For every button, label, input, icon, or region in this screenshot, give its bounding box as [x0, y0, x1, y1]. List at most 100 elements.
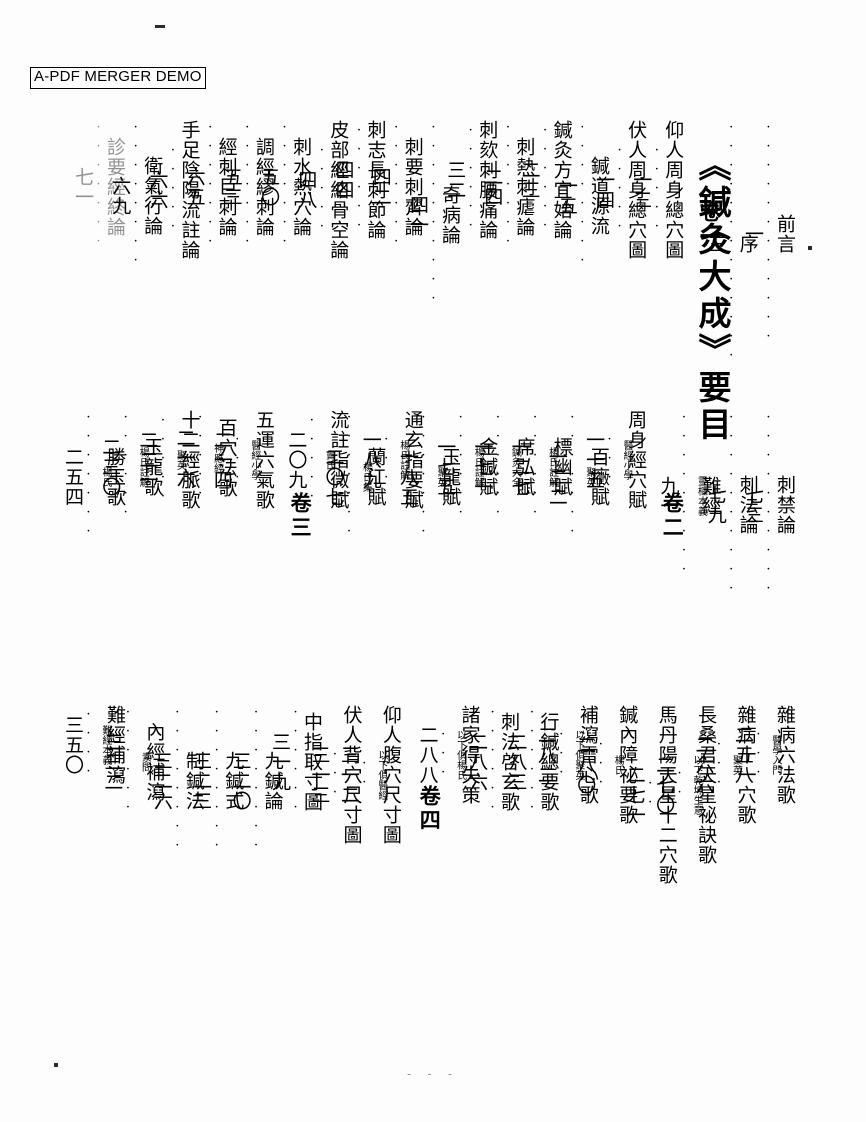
toc-entry-annotation: 楊氏集 [360, 461, 372, 492]
toc-entry[interactable]: 周身經穴賦 醫經小學 ··· 一一五 [583, 410, 647, 510]
toc-entry-label: 經刺巨刺論 [215, 136, 238, 237]
toc-entry-label: 玉龍賦 [438, 446, 461, 507]
toc-entry[interactable]: 通玄指要賦 楊氏註解 ··· 一八九 [360, 410, 424, 510]
toc-entry-label: 內經補瀉 [143, 722, 166, 802]
toc-entry[interactable]: 難經 靈樞本義 ········· 九一 [658, 410, 722, 581]
toc-entry[interactable]: 雜病十一穴歌 聚英 ··· 二六六 [693, 705, 757, 825]
toc-entry[interactable]: 刺欬刺腰痛論 ······ 三二 [444, 120, 498, 240]
toc-entry[interactable]: 制鍼法 ········ 三二六 [151, 705, 205, 857]
toc-entry-label: 伏人背穴尺寸圖 [340, 705, 363, 845]
toc-entry-label: 仰人腹穴尺寸圖 [379, 705, 402, 845]
toc-entry[interactable]: 行鍼總要歌 ······ 二八三 [505, 705, 559, 819]
toc-entry-label: 仰人周身總穴圖 [662, 120, 685, 260]
toc-entry-annotation: 神應經 [211, 442, 223, 473]
toc-entry[interactable]: 鍼道源流 ········ 一五 [556, 120, 610, 272]
toc-entry-annotation: 難經本義 [100, 725, 111, 765]
toc-leader-dots: ······· [564, 410, 580, 543]
toc-leader-dots: ·········· [760, 410, 776, 600]
toc-entry[interactable]: 伏人背穴尺寸圖 ··· 三一三 [308, 705, 363, 845]
toc-leader-dots: ······· [239, 120, 255, 253]
toc-entry[interactable]: 玉龍歌 楊氏註解 ······ 二三〇 [99, 410, 163, 524]
toc-page-number: 三一二 [337, 745, 360, 805]
toc-entry[interactable]: 百癥賦 聚英 ······· 一二二 [546, 410, 610, 543]
toc-entry-label: 奇病論 [438, 185, 461, 245]
toc-entry[interactable]: 伏人周身總穴圖 ····· 一四 [593, 120, 647, 260]
toc-entry[interactable]: 蘭江賦 楊氏集 ······· 二〇七 [323, 410, 387, 543]
toc-leader-dots: ······ [485, 705, 501, 819]
toc-page-number: 一五 [555, 176, 578, 216]
toc-page-number: 二〇七 [322, 446, 345, 507]
toc-entry-label: 診要經終論 [104, 136, 126, 237]
toc-entry[interactable]: 五運六氣歌 醫經小學 ··· 二一四 [211, 410, 275, 510]
toc-page-number: 二八二 [534, 725, 557, 785]
toc-leader-dots: ··· [553, 726, 569, 784]
toc-leader-dots: ······· [81, 410, 96, 543]
toc-entry[interactable]: 前言 ············ 一 [742, 120, 796, 348]
toc-entry[interactable]: 難經補瀉 難經本義 ···· 三五〇 [62, 705, 126, 785]
toc-page-number: 七三 [741, 485, 764, 525]
toc-entry[interactable]: 諸家得失策 以下俱楊氏 ··· 二八八 [417, 705, 481, 805]
toc-entry[interactable]: 刺志長刺節論 ······ 四四 [333, 120, 387, 240]
toc-page-number: 一四 [593, 170, 616, 210]
toc-entry-label: 雜病六法歌 [773, 705, 796, 805]
toc-page-number: 二七一 [623, 765, 646, 825]
toc-entry[interactable]: 序 ············· 三 [705, 120, 759, 367]
toc-entry[interactable]: 刺法啓玄歌 ······ 二八六 [466, 705, 520, 819]
toc-entry-annotation: 靈樞本義 [695, 475, 707, 516]
toc-page-number: 五〇 [258, 166, 281, 207]
toc-entry-label: 手足陰陽流註論 [178, 120, 201, 260]
toc-entry[interactable]: 刺熱刺瘧論 ······· 二四 [481, 120, 535, 253]
toc-leader-dots: ·· [672, 766, 688, 804]
toc-entry-label: 百癥賦 [587, 446, 610, 507]
toc-page-number: 三三二 [101, 732, 124, 792]
toc-entry[interactable]: 仰人腹穴尺寸圖 以下俱醫經 ·· 三一二 [338, 705, 402, 845]
toc-entry-label: 補瀉雪心歌 [576, 705, 599, 805]
toc-entry[interactable]: 皮部經絡骨空論 ····· 四八 [295, 120, 349, 260]
toc-entry[interactable]: 仰人周身總穴圖 ····· 一三 [630, 120, 685, 260]
toc-entry[interactable]: 衛氣行論 ········ 六九 [109, 120, 164, 272]
toc-page-number: 一八五 [396, 446, 419, 507]
toc-entry[interactable]: 刺要刺齊論 ······· 四二 [370, 120, 424, 253]
toc-entry[interactable]: 馬丹陽天星十二穴歌 ·· 二七一 [624, 705, 678, 885]
toc-entry-annotation: 醫經小學 [248, 440, 260, 480]
toc-entry[interactable]: 標幽賦 楊氏註解 ······ 一二七 [509, 410, 573, 524]
toc-leader-dots: ······· [388, 120, 404, 253]
toc-leader-dots: ··· [593, 736, 609, 794]
toc-entry[interactable]: 刺水熱穴論 ······· 五〇 [258, 120, 312, 253]
toc-entry[interactable]: 診要經終論 ······· 七一 [72, 120, 126, 253]
toc-entry-label: 衛氣行論 [141, 156, 164, 236]
toc-entry[interactable]: 百穴法歌 神應經 ····· 二一六 [174, 410, 238, 505]
toc-entry-label: 五運六氣歌 [252, 410, 275, 510]
toc-entry[interactable]: 刺禁論 ·········· 七三 [742, 410, 796, 600]
toc-entry[interactable]: 玉龍賦 聚英 ······· 一八五 [397, 410, 461, 543]
toc-entry[interactable]: 九鍼式 ········ 三二三 [190, 705, 244, 857]
toc-entry-label: 刺志長刺節論 [364, 120, 387, 240]
toc-entry[interactable]: 調經繆刺論 ······· 五三 [221, 120, 275, 253]
toc-page-number: 二五八 [731, 725, 754, 785]
toc-entry[interactable]: 金鍼賦 楊氏註解 ······ 一七五 [434, 410, 498, 524]
toc-page-number: 四二 [369, 166, 392, 207]
toc-entry[interactable]: 鍼灸方宜始論 ······ 二三 [519, 120, 573, 240]
toc-entry[interactable]: 中指取寸圖 ······ 三一九 [269, 705, 323, 819]
toc-entry[interactable]: 鍼內障祕要歌 楊氏 ··· 二八〇 [574, 705, 638, 825]
toc-entry[interactable]: 奇病論 ·········· 四一 [407, 120, 461, 310]
toc-entry[interactable]: 雜病六法歌 醫學入門 ··· 二五八 [732, 705, 796, 805]
toc-entry[interactable]: 流註指微賦 竇氏 ····· 二〇九 [285, 410, 349, 510]
toc-entry[interactable]: 席弘賦 鍼灸大全 ······ 一七一 [471, 410, 535, 524]
toc-page-number: 二一六 [173, 427, 196, 488]
toc-page-number: 三二三 [190, 751, 213, 811]
toc-entry[interactable]: 九鍼論 ········ 三二〇 [230, 705, 284, 857]
toc-leader-dots: ······ [527, 410, 543, 524]
toc-entry-label: 鍼灸方宜始論 [550, 120, 573, 240]
toc-entry[interactable]: 經刺巨刺論 ······· 六五 [184, 120, 238, 253]
toc-entry[interactable]: 內經補瀉 素問 ······ 三三二 [101, 705, 166, 819]
toc-entry[interactable]: 刺法論 ·········· 七九 [705, 410, 759, 600]
toc-entry[interactable]: 手足陰陽流註論 ····· 六六 [146, 120, 201, 260]
toc-entry[interactable]: 勝玉歌 楊氏 ······· 二五四 [62, 410, 126, 543]
toc-entry[interactable]: 十二經脈歌 聚英 ····· 二二一 [136, 410, 200, 510]
toc-entry-annotation: 楊氏 [100, 466, 111, 487]
toc-leader-dots: ······· [415, 410, 431, 543]
toc-entry[interactable]: 補瀉雪心歌 以下俱聚英 ··· 二八二 [535, 705, 599, 805]
toc-leader-dots: ····· [649, 142, 665, 238]
toc-entry[interactable]: 長桑君天星祕訣歌 以下乾坤生意 ·· 二七〇 [653, 705, 717, 865]
